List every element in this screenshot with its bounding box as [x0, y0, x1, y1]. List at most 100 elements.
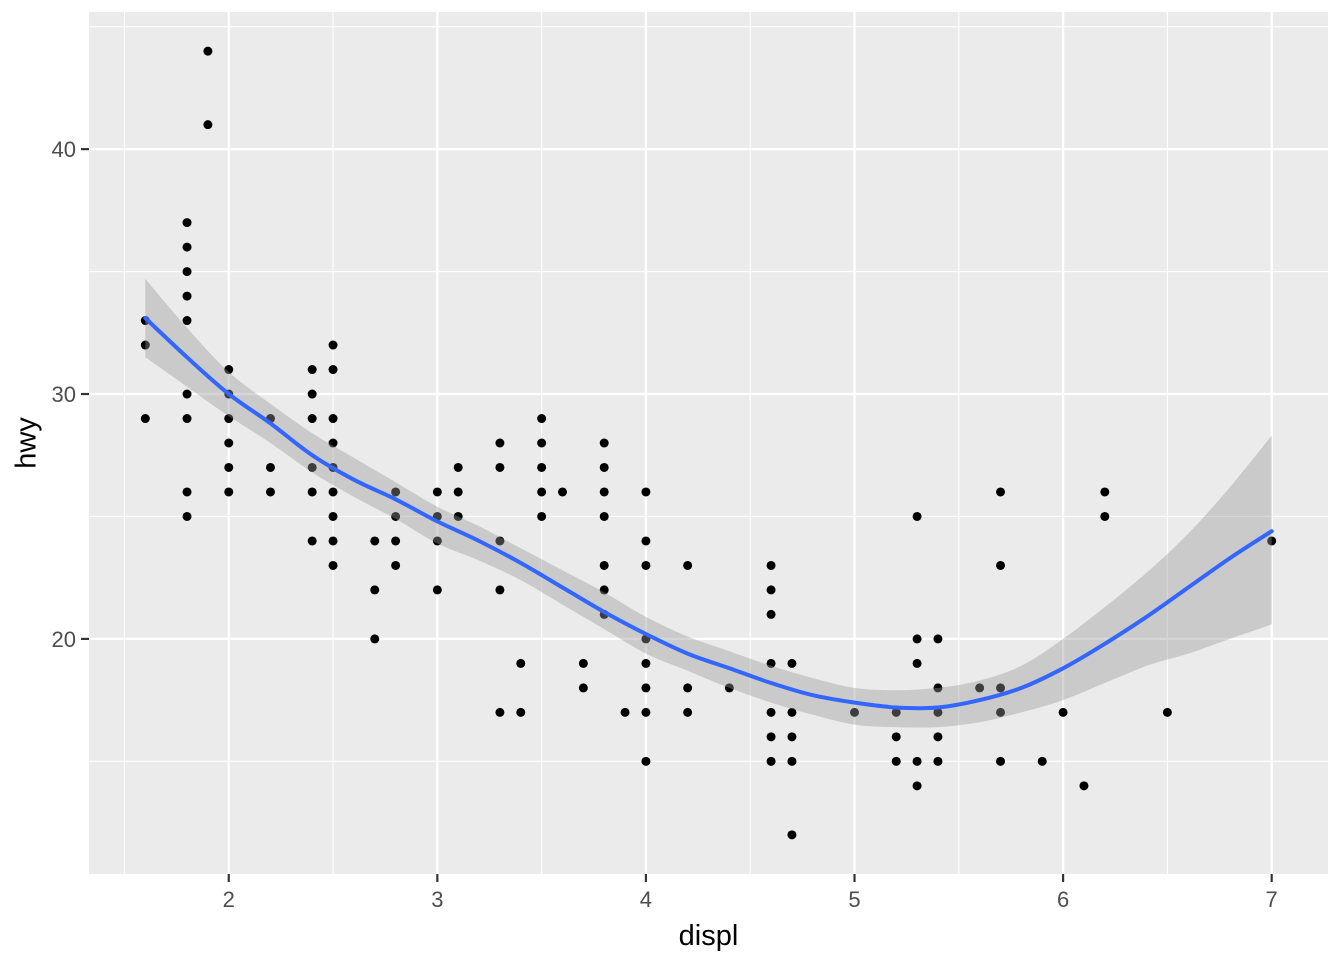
data-point: [182, 242, 192, 252]
data-point: [370, 536, 380, 546]
data-point: [933, 683, 943, 693]
data-point: [140, 414, 150, 424]
data-point: [307, 389, 317, 399]
data-point: [370, 585, 380, 595]
data-point: [787, 707, 797, 717]
data-point: [328, 438, 338, 448]
data-point: [891, 707, 901, 717]
data-point: [391, 560, 401, 570]
data-point: [307, 414, 317, 424]
data-point: [140, 340, 150, 350]
data-point: [683, 560, 693, 570]
data-point: [683, 683, 693, 693]
data-point: [265, 487, 275, 497]
data-point: [537, 487, 547, 497]
data-point: [641, 487, 651, 497]
data-point: [432, 585, 442, 595]
data-point: [599, 462, 609, 472]
data-point: [1037, 756, 1047, 766]
x-axis-title: displ: [678, 920, 739, 952]
data-point: [516, 707, 526, 717]
data-point: [328, 560, 338, 570]
data-point: [787, 830, 797, 840]
data-point: [328, 536, 338, 546]
data-point: [391, 536, 401, 546]
data-point: [641, 658, 651, 668]
data-point: [537, 462, 547, 472]
data-point: [641, 536, 651, 546]
data-point: [453, 487, 463, 497]
data-point: [766, 732, 776, 742]
data-point: [933, 634, 943, 644]
x-tick-label: 3: [431, 887, 443, 912]
data-point: [224, 487, 234, 497]
data-point: [1267, 536, 1277, 546]
data-point: [933, 707, 943, 717]
data-point: [912, 511, 922, 521]
data-point: [391, 511, 401, 521]
data-point: [578, 683, 588, 693]
data-point: [641, 707, 651, 717]
smooth-line: [143, 316, 1274, 711]
data-point: [787, 732, 797, 742]
data-point: [391, 487, 401, 497]
x-tick-label: 4: [640, 887, 652, 912]
data-point: [641, 683, 651, 693]
data-point: [1162, 707, 1172, 717]
data-point: [1100, 487, 1110, 497]
data-point: [641, 560, 651, 570]
data-point: [766, 585, 776, 595]
data-point: [641, 756, 651, 766]
data-point: [182, 511, 192, 521]
data-point: [224, 365, 234, 375]
data-point: [203, 120, 213, 130]
data-point: [912, 756, 922, 766]
data-point: [933, 756, 943, 766]
data-point: [495, 536, 505, 546]
data-point: [996, 707, 1006, 717]
data-point: [182, 291, 192, 301]
x-tick-label: 5: [848, 887, 860, 912]
x-tick-label: 7: [1266, 887, 1278, 912]
y-axis-title: hwy: [10, 417, 43, 469]
data-point: [599, 585, 609, 595]
data-point: [224, 414, 234, 424]
data-point: [328, 340, 338, 350]
data-point: [912, 658, 922, 668]
data-point: [891, 756, 901, 766]
data-point: [1058, 707, 1068, 717]
data-point: [432, 487, 442, 497]
data-point: [766, 707, 776, 717]
data-point: [933, 732, 943, 742]
data-point: [975, 683, 985, 693]
data-point: [599, 438, 609, 448]
data-point: [328, 414, 338, 424]
data-point: [453, 511, 463, 521]
data-point: [787, 756, 797, 766]
data-point: [495, 462, 505, 472]
data-point: [224, 462, 234, 472]
data-point: [537, 438, 547, 448]
data-point: [578, 658, 588, 668]
data-point: [766, 658, 776, 668]
data-point: [1100, 511, 1110, 521]
data-point: [495, 585, 505, 595]
data-point: [224, 438, 234, 448]
data-point: [766, 609, 776, 619]
data-point: [182, 414, 192, 424]
data-point: [370, 634, 380, 644]
data-point: [182, 218, 192, 228]
data-point: [307, 536, 317, 546]
data-point: [599, 487, 609, 497]
data-point: [599, 560, 609, 570]
data-point: [495, 707, 505, 717]
data-point: [724, 683, 734, 693]
confidence-ribbon: [145, 278, 1272, 728]
data-point: [182, 487, 192, 497]
data-point: [265, 462, 275, 472]
data-point: [599, 511, 609, 521]
data-point: [620, 707, 630, 717]
data-point: [307, 487, 317, 497]
data-point: [683, 707, 693, 717]
data-point: [453, 462, 463, 472]
